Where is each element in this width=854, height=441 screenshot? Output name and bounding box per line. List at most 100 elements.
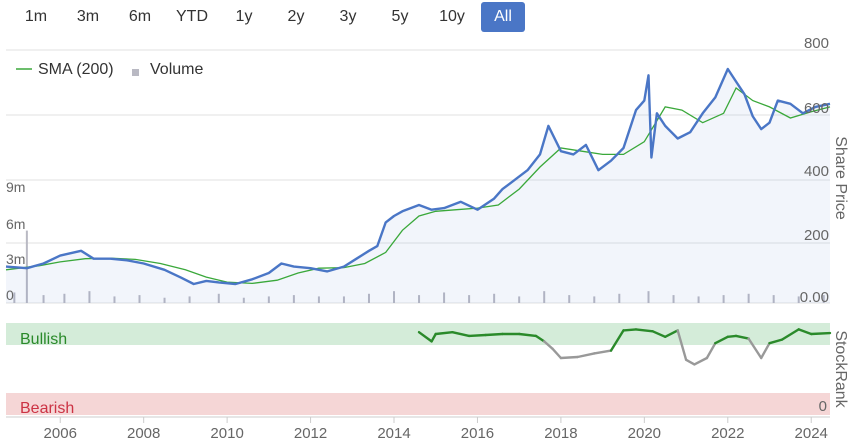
range-button-3y[interactable]: 3y <box>322 2 374 32</box>
volume-bar <box>367 293 370 303</box>
volume-bar <box>468 295 471 303</box>
stockrank-segment <box>664 329 679 338</box>
range-button-3m[interactable]: 3m <box>62 2 114 32</box>
bullish-band <box>6 323 830 345</box>
volume-bar <box>393 291 396 303</box>
bearish-label: Bearish <box>20 400 74 417</box>
stockrank-segment <box>705 342 717 360</box>
y-tick-200: 200 <box>804 227 829 244</box>
volume-bar <box>772 295 775 303</box>
range-button-ytd[interactable]: YTD <box>166 2 218 32</box>
legend-volume-swatch <box>132 69 139 76</box>
x-tick-label: 2008 <box>127 425 160 441</box>
stockrank-segment <box>576 352 596 359</box>
volume-bar <box>242 297 245 303</box>
x-tick-label: 2012 <box>294 425 327 441</box>
stockrank-segment <box>676 329 688 361</box>
x-tick-label: 2018 <box>544 425 577 441</box>
volume-tick-6m: 6m <box>6 216 25 232</box>
volume-bar <box>163 297 166 303</box>
volume-bar <box>518 296 521 303</box>
stockrank-segment <box>534 334 546 343</box>
volume-bar <box>722 295 725 303</box>
volume-bar <box>747 293 750 303</box>
stockrank-segment <box>484 332 504 337</box>
x-tick-label: 2016 <box>461 425 494 441</box>
volume-bar <box>568 295 571 303</box>
stockrank-segment <box>518 332 538 338</box>
x-tick-label: 2010 <box>210 425 243 441</box>
stockrank-segment <box>684 358 696 366</box>
stockrank-segment <box>451 331 471 338</box>
volume-bar <box>418 295 421 303</box>
stockrank-segment <box>810 331 832 336</box>
range-button-all[interactable]: All <box>481 2 525 32</box>
y-tick-400: 400 <box>804 163 829 180</box>
volume-tick-0: 0 <box>6 287 14 303</box>
y-axis-title-share-price: Share Price <box>832 136 849 220</box>
stockrank-segment <box>622 328 638 332</box>
range-button-6m[interactable]: 6m <box>114 2 166 32</box>
x-tick-label: 2014 <box>377 425 410 441</box>
volume-bar <box>672 295 675 303</box>
stockrank-segment <box>747 337 763 360</box>
range-button-2y[interactable]: 2y <box>270 2 322 32</box>
volume-bar <box>292 295 295 303</box>
range-button-1y[interactable]: 1y <box>218 2 270 32</box>
stockrank-segment <box>543 340 554 350</box>
volume-bar <box>13 292 16 303</box>
x-axis-ticks: 2006 2008 2010 2012 2014 2016 2018 2020 2022 2024 <box>44 417 828 441</box>
legend-volume-label: Volume <box>150 61 203 78</box>
stockrank-segment <box>651 330 667 338</box>
volume-bar <box>188 296 191 303</box>
stockrank-tick-0: 0 <box>819 398 827 415</box>
stockrank-segment <box>797 328 813 336</box>
volume-bar <box>342 296 345 303</box>
volume-bar <box>267 296 270 303</box>
y-axis-title-stockrank: StockRank <box>832 330 849 408</box>
stockrank-segment <box>609 329 625 352</box>
y-tick-0: 0.00 <box>800 289 829 306</box>
x-tick-label: 2024 <box>795 425 828 441</box>
volume-bar <box>217 293 220 303</box>
volume-bar <box>493 293 496 303</box>
stockrank-segment <box>726 334 738 338</box>
stockrank-segment <box>734 334 750 340</box>
volume-bar <box>88 291 91 303</box>
stockrank-segment <box>760 342 771 360</box>
volume-bar <box>443 292 446 303</box>
volume-bar <box>138 295 141 303</box>
volume-bar <box>25 230 28 303</box>
stockrank-segment <box>768 338 784 345</box>
stockrank-segment <box>434 331 454 336</box>
stockrank-segment <box>634 328 654 333</box>
bearish-band <box>6 393 830 415</box>
range-button-5y[interactable]: 5y <box>374 2 426 32</box>
stockrank-line <box>417 328 832 366</box>
y-tick-600: 600 <box>804 100 829 117</box>
stockrank-segment <box>551 347 563 360</box>
range-button-10y[interactable]: 10y <box>426 2 478 32</box>
x-tick-label: 2006 <box>44 425 77 441</box>
volume-bar <box>797 296 800 303</box>
volume-bars <box>13 230 825 303</box>
price-area-fill <box>6 69 830 303</box>
stockrank-segment <box>593 349 613 355</box>
x-tick-label: 2020 <box>628 425 661 441</box>
volume-tick-3m: 3m <box>6 251 25 267</box>
volume-bar <box>593 296 596 303</box>
stockrank-segment <box>693 356 709 366</box>
volume-bar <box>618 293 621 303</box>
volume-tick-9m: 9m <box>6 179 25 195</box>
y-tick-800: 800 <box>804 35 829 52</box>
volume-bar <box>42 295 45 303</box>
legend-sma-label: SMA (200) <box>38 61 114 78</box>
range-button-1m[interactable]: 1m <box>10 2 62 32</box>
volume-bar <box>317 296 320 303</box>
stockrank-segment <box>417 331 433 343</box>
volume-bar <box>113 296 116 303</box>
bullish-label: Bullish <box>20 331 67 348</box>
stockrank-segment <box>780 328 800 341</box>
stockrank-segment <box>430 332 437 343</box>
